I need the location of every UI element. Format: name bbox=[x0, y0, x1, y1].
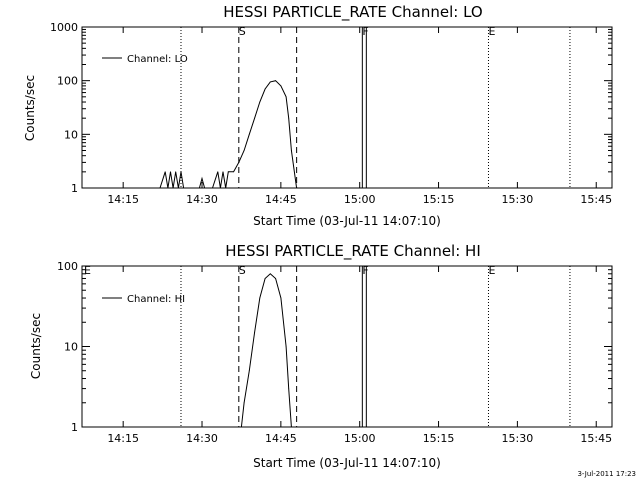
x-tick-label: 14:30 bbox=[186, 432, 218, 445]
x-tick-label: 14:45 bbox=[265, 432, 297, 445]
marker-label: E bbox=[488, 25, 495, 38]
y-axis-label: Counts/sec bbox=[23, 75, 37, 141]
chart-title: HESSI PARTICLE_RATE Channel: LO bbox=[223, 3, 482, 22]
x-axis-label: Start Time (03-Jul-11 14:07:10) bbox=[253, 456, 441, 470]
data-point bbox=[275, 80, 276, 82]
y-tick-label: 100 bbox=[57, 75, 78, 88]
data-point bbox=[285, 346, 287, 347]
x-tick-label: 14:45 bbox=[265, 193, 297, 206]
y-tick-label: 1 bbox=[71, 421, 78, 434]
legend: Channel: LO bbox=[102, 54, 188, 65]
series bbox=[240, 273, 292, 428]
data-point bbox=[291, 150, 292, 151]
marker-label: E bbox=[84, 264, 91, 277]
data-point bbox=[243, 402, 245, 404]
marker-label: E bbox=[488, 264, 495, 277]
chart-panel-lo: HESSI PARTICLE_RATE Channel: LO Counts/s… bbox=[23, 3, 613, 228]
marker-label: F bbox=[362, 264, 368, 277]
data-point bbox=[217, 171, 219, 173]
marker-label: S bbox=[239, 25, 246, 38]
y-ticks: 1 10 100 1000 bbox=[50, 21, 612, 195]
y-tick-label: 100 bbox=[57, 260, 78, 273]
data-point bbox=[280, 297, 282, 299]
chart-title: HESSI PARTICLE_RATE Channel: HI bbox=[225, 242, 481, 261]
series-line bbox=[82, 80, 298, 189]
data-point bbox=[269, 81, 271, 83]
x-tick-label: 14:15 bbox=[107, 432, 139, 445]
x-tick-label: 14:15 bbox=[107, 193, 139, 206]
data-point bbox=[275, 278, 276, 279]
x-tick-label: 15:00 bbox=[344, 432, 376, 445]
x-tick-label: 14:30 bbox=[186, 193, 218, 206]
y-ticks: 1 10 100 bbox=[57, 260, 612, 434]
marker-label: F bbox=[362, 25, 368, 38]
data-point bbox=[170, 171, 171, 173]
x-ticks: 14:15 14:30 14:45 15:00 15:15 15:30 15:45 bbox=[107, 266, 612, 445]
marker-label: S bbox=[239, 264, 246, 277]
x-tick-label: 15:30 bbox=[502, 432, 534, 445]
legend-label: Channel: HI bbox=[127, 294, 185, 305]
y-tick-label: 10 bbox=[64, 341, 78, 354]
series-line bbox=[240, 273, 292, 428]
plot-frame bbox=[81, 26, 613, 189]
y-axis-label: Counts/sec bbox=[29, 313, 43, 379]
data-point bbox=[227, 171, 229, 173]
data-point bbox=[238, 162, 240, 163]
x-tick-label: 15:15 bbox=[423, 432, 455, 445]
data-point bbox=[254, 117, 256, 119]
y-tick-label: 1 bbox=[71, 182, 78, 195]
data-point bbox=[259, 101, 261, 103]
x-tick-label: 15:00 bbox=[344, 193, 376, 206]
data-point bbox=[269, 273, 271, 275]
data-point bbox=[254, 331, 256, 333]
x-axis-label: Start Time (03-Jul-11 14:07:10) bbox=[253, 214, 441, 228]
x-tick-label: 15:45 bbox=[580, 193, 612, 206]
data-point bbox=[259, 297, 261, 299]
data-point bbox=[222, 171, 224, 173]
series bbox=[81, 80, 298, 189]
data-point bbox=[201, 178, 203, 179]
legend: Channel: HI bbox=[102, 294, 185, 305]
data-point bbox=[175, 171, 177, 173]
data-point bbox=[280, 85, 282, 87]
x-tick-label: 15:15 bbox=[423, 193, 455, 206]
chart-panel-hi: HESSI PARTICLE_RATE Channel: HI Counts/s… bbox=[29, 242, 613, 470]
data-point bbox=[243, 150, 245, 151]
data-point bbox=[264, 278, 266, 279]
data-point bbox=[288, 117, 290, 119]
data-point bbox=[164, 171, 166, 173]
y-tick-label: 10 bbox=[64, 128, 78, 141]
legend-label: Channel: LO bbox=[127, 54, 188, 65]
data-point bbox=[285, 96, 287, 98]
timestamp: 3-Jul-2011 17:23 bbox=[577, 470, 636, 478]
data-point bbox=[248, 370, 250, 372]
x-tick-label: 15:30 bbox=[502, 193, 534, 206]
data-point bbox=[233, 171, 235, 173]
data-point bbox=[248, 133, 250, 135]
x-ticks: 14:15 14:30 14:45 15:00 15:15 15:30 15:45 bbox=[107, 27, 612, 206]
plot-frame bbox=[81, 265, 613, 428]
data-point bbox=[264, 88, 266, 90]
data-point bbox=[180, 171, 182, 173]
x-tick-label: 15:45 bbox=[580, 432, 612, 445]
y-tick-label: 1000 bbox=[50, 21, 78, 34]
data-point bbox=[288, 388, 290, 389]
